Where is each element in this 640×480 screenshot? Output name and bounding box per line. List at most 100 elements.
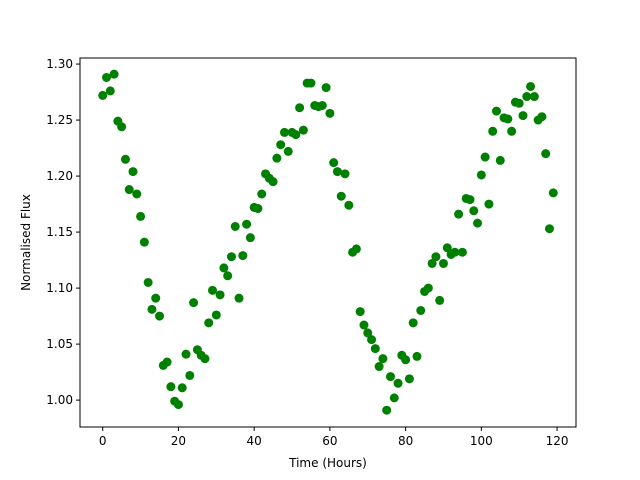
point xyxy=(507,126,517,136)
point xyxy=(109,69,119,79)
plot-area: 0 20 40 60 80 100 120 1.00 1.05 1.10 1.15 1.20 1.25 1… xyxy=(46,57,568,448)
point xyxy=(132,189,142,199)
point xyxy=(98,90,108,100)
point xyxy=(295,103,305,113)
y-axis-label: Normalised Flux xyxy=(19,194,33,291)
point xyxy=(526,81,536,91)
point xyxy=(226,252,236,262)
point xyxy=(491,106,501,116)
point xyxy=(200,354,210,364)
point xyxy=(298,125,308,135)
point xyxy=(139,237,149,247)
point xyxy=(166,382,176,392)
point xyxy=(537,112,547,122)
point xyxy=(476,170,486,180)
point xyxy=(124,185,134,195)
point xyxy=(177,383,187,393)
point xyxy=(151,293,161,303)
x-tick-label: 0 xyxy=(99,434,107,448)
point xyxy=(219,263,229,273)
point xyxy=(370,344,380,354)
point xyxy=(317,100,327,110)
point xyxy=(143,277,153,287)
point xyxy=(442,243,452,253)
point xyxy=(351,244,361,254)
point xyxy=(223,271,233,281)
point xyxy=(454,209,464,219)
point xyxy=(522,92,532,102)
point xyxy=(234,293,244,303)
point xyxy=(480,152,490,162)
point xyxy=(378,354,388,364)
point xyxy=(185,370,195,380)
point xyxy=(242,219,252,229)
point xyxy=(450,247,460,257)
y-tick-label: 1.00 xyxy=(46,393,73,407)
point xyxy=(128,167,138,177)
point xyxy=(117,122,127,132)
y-tick-label: 1.10 xyxy=(46,281,73,295)
point xyxy=(385,372,395,382)
point xyxy=(230,221,240,231)
point xyxy=(208,285,218,295)
point xyxy=(529,92,539,102)
point xyxy=(469,206,479,216)
point xyxy=(548,188,558,198)
point xyxy=(204,318,214,328)
point xyxy=(189,298,199,308)
point xyxy=(325,108,335,118)
point xyxy=(306,78,316,88)
x-tick-label: 80 xyxy=(398,434,413,448)
point xyxy=(457,247,467,257)
y-tick-label: 1.20 xyxy=(46,169,73,183)
point xyxy=(291,130,301,140)
point xyxy=(484,199,494,209)
point xyxy=(473,218,483,228)
point xyxy=(215,290,225,300)
y-tick-label: 1.05 xyxy=(46,337,73,351)
point xyxy=(401,355,411,365)
point xyxy=(211,310,221,320)
point xyxy=(514,98,524,108)
x-tick-label: 100 xyxy=(470,434,493,448)
point xyxy=(423,283,433,293)
point xyxy=(404,374,414,384)
point xyxy=(276,140,286,150)
point xyxy=(408,318,418,328)
point xyxy=(382,405,392,415)
point xyxy=(518,111,528,121)
point xyxy=(389,393,399,403)
point xyxy=(438,258,448,268)
y-tick-label: 1.15 xyxy=(46,225,73,239)
point xyxy=(393,378,403,388)
point xyxy=(279,127,289,137)
point xyxy=(336,191,346,201)
point xyxy=(412,351,422,361)
axes-frame xyxy=(79,57,577,428)
point xyxy=(416,305,426,315)
point xyxy=(257,189,267,199)
point xyxy=(427,258,437,268)
point xyxy=(367,335,377,345)
point xyxy=(155,311,165,321)
point xyxy=(431,252,441,262)
point xyxy=(283,146,293,156)
point xyxy=(332,167,342,177)
point xyxy=(495,155,505,165)
point xyxy=(503,114,513,124)
point xyxy=(147,304,157,314)
point xyxy=(253,204,263,214)
point xyxy=(465,195,475,205)
point xyxy=(268,177,278,187)
point xyxy=(329,158,339,168)
point xyxy=(488,126,498,136)
point xyxy=(355,307,365,317)
point xyxy=(272,153,282,163)
point xyxy=(245,233,255,243)
point xyxy=(374,362,384,372)
point xyxy=(120,154,130,164)
x-axis-label: Time (Hours) xyxy=(288,456,367,470)
point xyxy=(359,320,369,330)
